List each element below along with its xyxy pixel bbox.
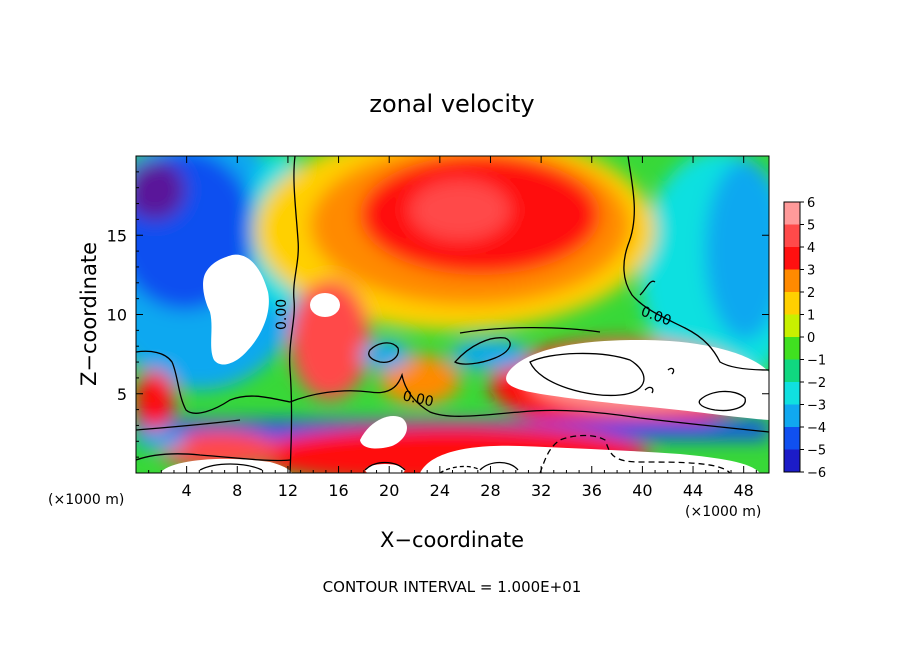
colorbar-swatch (784, 269, 800, 293)
white-region (365, 464, 405, 473)
x-tick-label: 16 (328, 481, 348, 500)
contour-lines (136, 156, 769, 473)
colorbar-label: 5 (807, 219, 815, 234)
x-tick-label: 28 (480, 481, 500, 500)
x-axis-label: X−coordinate (380, 528, 524, 552)
contour-line (364, 461, 406, 471)
colorbar-swatch (784, 202, 800, 225)
field-blob (290, 280, 370, 400)
colorbar-swatch (784, 314, 800, 338)
colorbar-label: 0 (807, 331, 815, 346)
white-region (310, 293, 340, 317)
x-tick-label: 48 (734, 481, 754, 500)
colorbar-swatch (784, 224, 800, 248)
contour-line (479, 461, 519, 471)
colorbar-swatch (784, 292, 800, 315)
white-region (203, 254, 269, 365)
y-axis-label: Z−coordinate (77, 242, 101, 386)
colorbar-label: −1 (807, 354, 826, 369)
y-tick-label: 10 (107, 306, 127, 325)
colorbar-swatch (784, 247, 800, 270)
plot-area (136, 156, 769, 473)
colorbar-swatch (784, 382, 800, 405)
x-tick-label: 24 (430, 481, 450, 500)
x-axis: 4 8 12 16 20 24 28 32 36 40 44 48 (148, 156, 757, 500)
x-tick-label: 8 (232, 481, 242, 500)
colorbar-label: 3 (807, 264, 815, 279)
contour-line (639, 280, 656, 296)
colorbar-label: −5 (807, 444, 826, 459)
contour-line (623, 156, 769, 371)
white-region (506, 340, 769, 420)
colorbar-label: −6 (807, 466, 826, 481)
field-blob (450, 340, 530, 370)
y-tick-label: 5 (117, 385, 127, 404)
saturated-regions (160, 254, 769, 473)
x-unit-right: (×1000 m) (685, 504, 761, 520)
colorbar-label: 4 (807, 241, 815, 256)
contour-label: 0.00 (401, 388, 435, 410)
colorbar-label: −3 (807, 399, 826, 414)
field-blob (705, 160, 769, 340)
field-blob (136, 160, 185, 220)
colorbar-swatch (784, 359, 800, 383)
white-region (360, 416, 407, 449)
field-blob (136, 430, 185, 450)
colorbar-swatch (784, 427, 800, 450)
colorbar-label: −2 (807, 376, 826, 391)
colorbar-label: 1 (807, 309, 815, 324)
contour-line (136, 453, 291, 462)
field-blob (136, 370, 175, 430)
field-blob (360, 340, 410, 370)
contour-line (199, 463, 263, 471)
x-tick-label: 4 (182, 481, 192, 500)
x-tick-label: 36 (582, 481, 602, 500)
colorbar-swatch (784, 404, 800, 428)
colorbar-swatch (784, 337, 800, 360)
x-tick-label: 20 (379, 481, 399, 500)
contour-line (667, 367, 675, 375)
white-region (160, 458, 292, 473)
contour-label: 0.00 (274, 299, 290, 330)
x-unit-left: (×1000 m) (48, 492, 124, 508)
contour-line (459, 326, 601, 334)
y-tick-label: 15 (107, 226, 127, 245)
contour-line (453, 337, 511, 365)
contour-line (644, 386, 654, 394)
contour-interval-note: CONTOUR INTERVAL = 1.000E+01 (323, 578, 582, 596)
colorbar-label: 6 (807, 196, 815, 211)
y-axis: 5 10 15 (107, 171, 769, 458)
colorbar-swatch (784, 449, 800, 473)
x-tick-label: 12 (278, 481, 298, 500)
x-tick-label: 40 (632, 481, 652, 500)
contour-line (289, 156, 299, 473)
field-blob (410, 180, 510, 240)
velocity-field (136, 156, 769, 473)
contour-line (136, 350, 291, 414)
colorbar-label: 2 (807, 286, 815, 301)
white-region (480, 464, 516, 473)
contour-line (539, 434, 731, 473)
contour-line (529, 352, 645, 397)
contour-line (368, 342, 399, 363)
contour-line (698, 390, 746, 412)
contour-line (439, 465, 481, 473)
x-tick-label: 32 (531, 481, 551, 500)
chart-title: zonal velocity (369, 90, 534, 118)
x-tick-label: 44 (683, 481, 703, 500)
field-blob (380, 355, 460, 405)
contour-line (289, 372, 769, 433)
colorbar: 6 5 4 3 2 1 0 −1 −2 −3 −4 −5 −6 (783, 196, 826, 481)
contour-line (136, 419, 241, 431)
colorbar-label: −4 (807, 421, 826, 436)
